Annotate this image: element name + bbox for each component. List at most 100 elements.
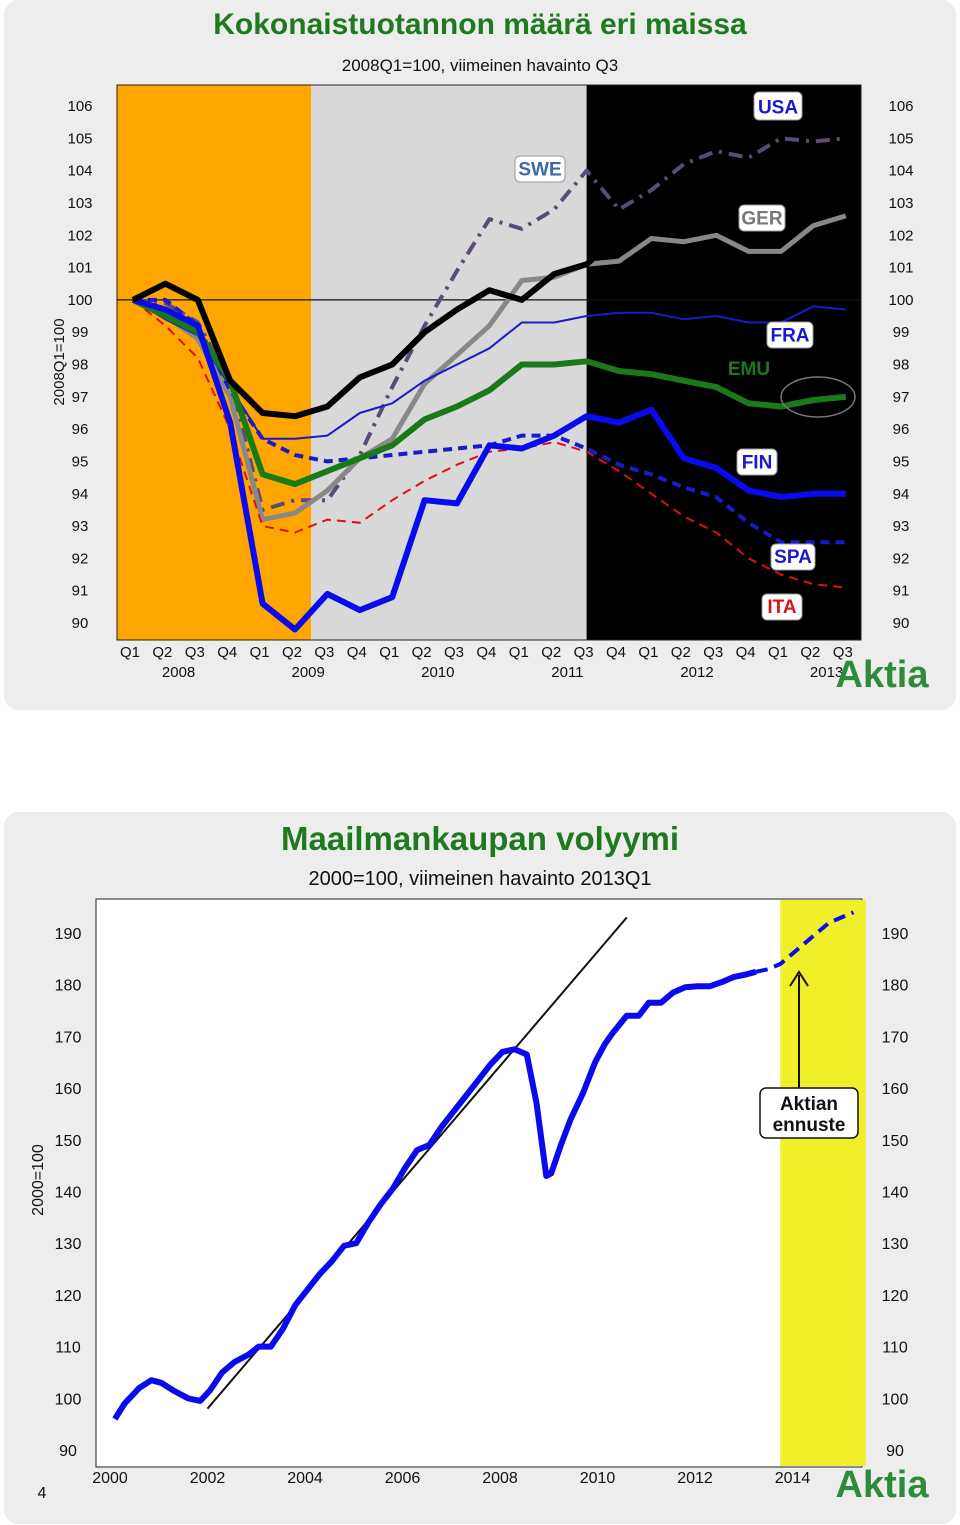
y-tick-left: 99 bbox=[72, 324, 89, 341]
y-tick-right: 96 bbox=[893, 421, 910, 438]
y-tick-right: 99 bbox=[893, 324, 910, 341]
y-tick-right-2: 170 bbox=[882, 1029, 909, 1046]
series-label-swe: SWE bbox=[518, 159, 561, 180]
highlight-ellipse bbox=[780, 376, 856, 418]
x-tick-quarter: Q3 bbox=[703, 644, 723, 661]
aktia-logo-1: Aktia bbox=[836, 654, 930, 696]
y-tick-left: 94 bbox=[72, 486, 89, 503]
y-tick-right-2: 140 bbox=[882, 1185, 909, 1202]
y-tick-left: 105 bbox=[67, 130, 92, 147]
annotation-box bbox=[759, 1087, 859, 1139]
y-tick-right-2: 150 bbox=[882, 1133, 909, 1150]
x-tick-year-2: 2008 bbox=[482, 1470, 518, 1487]
series-label-spa: SPA bbox=[774, 547, 812, 568]
x-tick-quarter: Q2 bbox=[671, 644, 691, 661]
series-line-ita bbox=[132, 299, 846, 589]
y-tick-left: 93 bbox=[72, 518, 89, 535]
y-tick-right: 101 bbox=[888, 260, 913, 277]
annotation-line-2: ennuste bbox=[773, 1115, 846, 1136]
y-tick-left: 106 bbox=[67, 98, 92, 115]
y-tick-left: 97 bbox=[72, 389, 89, 406]
annotation-line-1: Aktian bbox=[780, 1094, 838, 1115]
y-tick-left-2: 100 bbox=[55, 1391, 82, 1408]
x-tick-quarter: Q1 bbox=[768, 644, 788, 661]
x-tick-year-2: 2006 bbox=[385, 1470, 421, 1487]
y-tick-left: 95 bbox=[72, 453, 89, 470]
series-line-forecast bbox=[755, 910, 855, 974]
series-label-box-fra bbox=[766, 321, 814, 349]
y-tick-left: 101 bbox=[67, 260, 92, 277]
y-tick-left: 96 bbox=[72, 421, 89, 438]
y-tick-left: 104 bbox=[67, 163, 92, 180]
x-tick-year: 2012 bbox=[680, 664, 713, 681]
y-tick-right-2: 110 bbox=[882, 1340, 908, 1357]
y-tick-right: 100 bbox=[888, 292, 913, 309]
chart2-title: Maailmankaupan volyymi bbox=[281, 820, 679, 857]
series-label-box-fin bbox=[736, 448, 778, 476]
plot-frame-1 bbox=[116, 84, 862, 641]
y-axis-label-1: 2008Q1=100 bbox=[51, 318, 68, 405]
y-tick-right: 93 bbox=[893, 518, 910, 535]
x-tick-quarter: Q3 bbox=[185, 644, 205, 661]
series-label-emu: EMU bbox=[728, 359, 770, 380]
y-tick-right: 92 bbox=[893, 550, 910, 567]
x-tick-quarter: Q3 bbox=[314, 644, 334, 661]
series-label-usa: USA bbox=[758, 98, 798, 119]
y-tick-right: 90 bbox=[893, 615, 910, 632]
y-tick-left-2: 140 bbox=[55, 1185, 82, 1202]
series-label-ger: GER bbox=[741, 208, 782, 229]
x-tick-year-2: 2002 bbox=[190, 1470, 226, 1487]
plot-frame-2 bbox=[95, 898, 863, 1468]
x-tick-year-2: 2014 bbox=[775, 1470, 811, 1487]
chart1-subtitle: 2008Q1=100, viimeinen havainto Q3 bbox=[341, 56, 619, 75]
x-tick-year: 2009 bbox=[292, 664, 325, 681]
x-tick-quarter: Q1 bbox=[379, 644, 399, 661]
x-tick-year-2: 2010 bbox=[580, 1470, 616, 1487]
x-tick-year: 2010 bbox=[421, 664, 454, 681]
series-label-box-spa bbox=[770, 543, 816, 571]
series-label-fra: FRA bbox=[770, 325, 809, 346]
y-tick-left-2: 90 bbox=[59, 1443, 77, 1460]
y-tick-left-2: 170 bbox=[55, 1029, 82, 1046]
x-tick-quarter: Q4 bbox=[217, 644, 237, 661]
y-tick-right: 91 bbox=[893, 583, 910, 600]
y-tick-right: 95 bbox=[893, 453, 910, 470]
x-tick-quarter: Q2 bbox=[541, 644, 561, 661]
y-tick-left-2: 190 bbox=[55, 926, 82, 943]
y-tick-right-2: 130 bbox=[882, 1236, 909, 1253]
y-tick-right: 102 bbox=[888, 227, 913, 244]
y-tick-left: 90 bbox=[72, 615, 89, 632]
x-tick-year: 2011 bbox=[551, 664, 583, 681]
y-tick-left-2: 120 bbox=[55, 1288, 82, 1305]
y-tick-left: 91 bbox=[72, 583, 89, 600]
y-tick-right: 97 bbox=[893, 389, 910, 406]
y-tick-left-2: 130 bbox=[55, 1236, 82, 1253]
series-label-box-swe bbox=[514, 155, 566, 183]
x-tick-quarter: Q2 bbox=[800, 644, 820, 661]
y-tick-right-2: 160 bbox=[882, 1081, 909, 1098]
x-tick-quarter: Q4 bbox=[476, 644, 496, 661]
series-line-emu bbox=[131, 297, 847, 488]
x-tick-quarter: Q3 bbox=[574, 644, 594, 661]
series-line-fra bbox=[132, 299, 846, 440]
x-tick-year-2: 2000 bbox=[92, 1470, 128, 1487]
y-tick-right: 105 bbox=[888, 130, 913, 147]
x-tick-quarter: Q4 bbox=[606, 644, 626, 661]
y-tick-left: 103 bbox=[67, 195, 92, 212]
series-line-trade-volume bbox=[112, 968, 757, 1421]
y-tick-right: 104 bbox=[888, 163, 913, 180]
y-tick-right-2: 180 bbox=[882, 978, 909, 995]
y-tick-left: 102 bbox=[67, 227, 92, 244]
band-2 bbox=[586, 85, 861, 640]
y-tick-right-2: 90 bbox=[886, 1443, 904, 1460]
y-tick-left: 92 bbox=[72, 550, 89, 567]
y-tick-right-2: 190 bbox=[882, 926, 909, 943]
x-tick-quarter: Q2 bbox=[282, 644, 302, 661]
x-tick-quarter: Q4 bbox=[736, 644, 756, 661]
forecast-band bbox=[780, 900, 866, 1466]
x-tick-quarter: Q4 bbox=[347, 644, 367, 661]
y-tick-right-2: 100 bbox=[882, 1391, 909, 1408]
annotation-arrow-head bbox=[789, 970, 809, 987]
y-tick-left-2: 150 bbox=[55, 1133, 82, 1150]
